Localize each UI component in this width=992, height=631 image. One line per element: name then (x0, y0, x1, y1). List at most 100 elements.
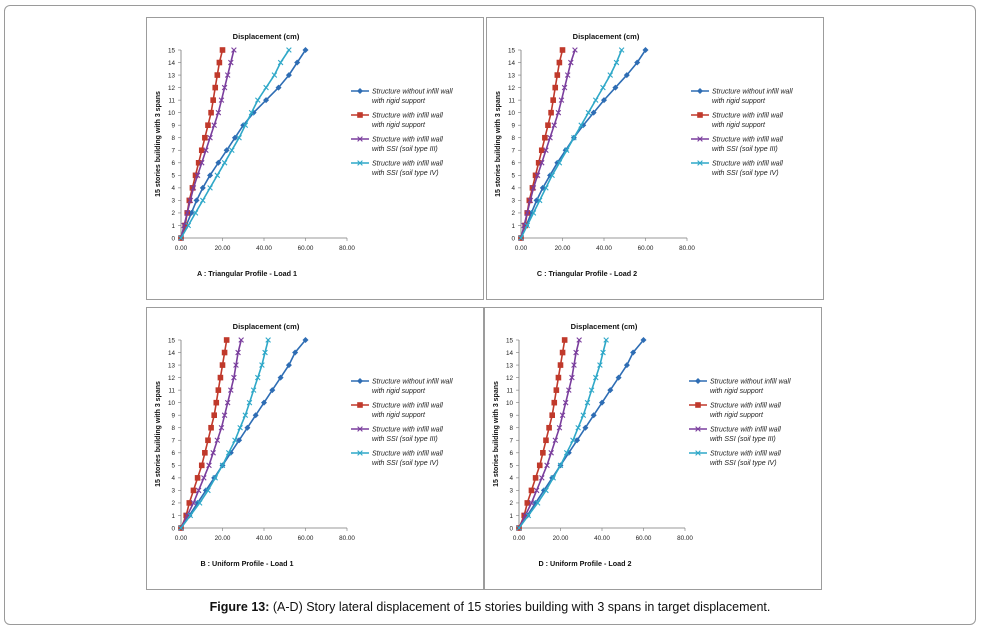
y-tick-label: 1 (509, 513, 513, 520)
legend-entry-4: Structure with infill wall with SSI (soil… (691, 160, 783, 177)
x-tick-label: 80.00 (339, 245, 355, 252)
chart-svg: Displacement (cm)01234567891011121314150… (493, 322, 791, 568)
data-point (600, 84, 606, 91)
data-point (576, 337, 582, 343)
data-point (194, 499, 201, 506)
data-point (187, 512, 194, 519)
legend-label: with SSI (soil type IV) (710, 460, 777, 467)
figure-caption: Figure 13: (A-D) Story lateral displacem… (5, 600, 975, 614)
x-tick-label: 20.00 (555, 245, 571, 252)
data-point (231, 47, 237, 53)
data-point (570, 437, 576, 444)
data-point (524, 222, 531, 229)
data-point (564, 72, 571, 78)
x-tick-label: 0.00 (175, 535, 188, 542)
y-tick-label: 4 (509, 475, 513, 482)
series-line (180, 339, 242, 529)
data-point (231, 374, 237, 381)
y-tick-label: 15 (508, 47, 516, 54)
data-point (212, 475, 219, 481)
legend-swatch-marker (697, 88, 703, 94)
data-point (556, 424, 563, 431)
legend-entry-4: Structure with infill wall with SSI (soil… (689, 450, 781, 467)
x-tick-label: 0.00 (515, 245, 528, 252)
series-line (518, 339, 580, 529)
y-tick-label: 2 (509, 500, 513, 507)
x-tick-label: 20.00 (215, 535, 231, 542)
series-line (180, 339, 307, 529)
data-point (211, 122, 217, 128)
data-point (571, 362, 577, 368)
data-point (210, 450, 216, 456)
x-tick-label: 80.00 (339, 535, 355, 542)
series-2 (518, 47, 566, 241)
legend-entry-3: Structure with infill wall with SSI (soil… (691, 136, 783, 153)
legend-swatch-marker (357, 378, 363, 384)
data-point (182, 222, 188, 229)
chart-svg: Displacement (cm)01234567891011121314150… (155, 322, 453, 568)
legend-swatch-marker (357, 402, 363, 408)
data-point (232, 437, 238, 444)
data-point (215, 159, 222, 166)
x-tick-label: 40.00 (594, 535, 610, 542)
data-point (548, 109, 554, 116)
data-point (206, 462, 212, 469)
data-point (597, 362, 603, 368)
data-point (536, 197, 543, 204)
data-point (199, 184, 206, 191)
legend-label: Structure without infill wall (372, 379, 453, 386)
chart-panel-d: Displacement (cm) 0 1 2 3 4 5 6 7 8 9 10 11 12 13 14 15 0… (484, 307, 822, 590)
data-point (569, 374, 575, 381)
series-line (180, 339, 228, 529)
legend-swatch-marker (695, 426, 701, 432)
data-point (532, 172, 539, 179)
y-tick-label: 9 (171, 413, 175, 420)
data-point (529, 185, 536, 191)
data-point (578, 122, 584, 128)
data-point (261, 399, 267, 406)
data-point (574, 437, 581, 444)
data-point (599, 399, 605, 406)
data-point (525, 512, 532, 519)
legend-entry-2: Structure with infill wall with rigid sup… (689, 402, 781, 419)
data-point (263, 97, 270, 104)
legend-swatch-marker (697, 160, 703, 166)
data-point (623, 362, 630, 369)
chart-subtitle: C : Triangular Profile - Load 2 (537, 269, 637, 278)
data-point (277, 374, 284, 381)
legend-entry-2: Structure with infill wall with rigid sup… (351, 402, 443, 419)
y-tick-label: 7 (509, 438, 513, 445)
data-point (592, 97, 599, 103)
legend-label: Structure with infill wall (372, 161, 443, 168)
data-point (228, 387, 234, 393)
data-point (233, 362, 239, 368)
data-point (214, 72, 221, 78)
y-tick-label: 10 (168, 400, 176, 407)
data-point (559, 349, 566, 356)
data-point (550, 475, 557, 481)
data-point (542, 134, 548, 141)
data-point (236, 134, 242, 141)
data-point (178, 235, 184, 241)
data-point (603, 337, 609, 343)
data-point (286, 47, 292, 53)
data-point (216, 59, 223, 66)
data-point (207, 185, 213, 191)
x-tick-label: 80.00 (679, 245, 695, 252)
data-point (547, 134, 553, 141)
legend-swatch-marker (695, 450, 701, 456)
data-point (559, 47, 566, 53)
data-point (225, 450, 232, 456)
chart-svg: Displacement (cm)01234567891011121314150… (495, 32, 793, 278)
data-point (607, 72, 614, 78)
chart-title: Displacement (cm) (233, 322, 300, 331)
legend-entry-1: Structure without infill wall with rigid … (351, 378, 453, 395)
data-point (221, 84, 228, 91)
x-tick-label: 20.00 (553, 535, 569, 542)
legend-entry-1: Structure without infill wall with rigid … (691, 88, 793, 105)
data-point (559, 412, 566, 418)
data-point (558, 97, 565, 103)
legend-swatch-marker (695, 378, 701, 384)
y-tick-label: 14 (508, 60, 516, 67)
x-tick-label: 60.00 (298, 535, 314, 542)
